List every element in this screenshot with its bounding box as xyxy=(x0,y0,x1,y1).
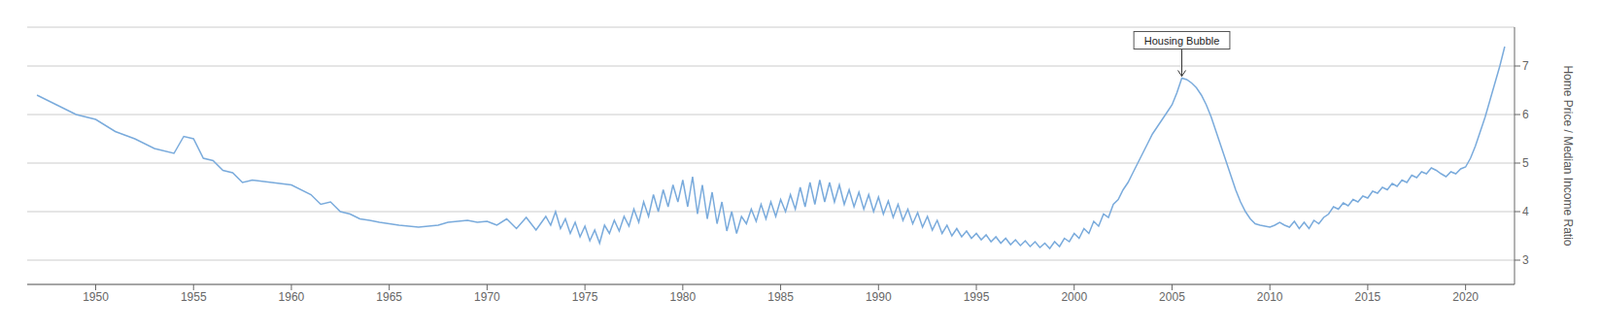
svg-text:1985: 1985 xyxy=(767,290,794,305)
svg-text:Home Price / Median Income Rat: Home Price / Median Income Ratio xyxy=(1561,65,1575,246)
svg-text:1995: 1995 xyxy=(963,290,990,305)
svg-text:2015: 2015 xyxy=(1355,290,1382,305)
svg-text:4: 4 xyxy=(1522,204,1530,219)
svg-text:5: 5 xyxy=(1522,156,1530,171)
svg-text:3: 3 xyxy=(1522,253,1530,268)
svg-text:7: 7 xyxy=(1522,59,1530,73)
svg-text:2005: 2005 xyxy=(1158,290,1186,305)
svg-text:1955: 1955 xyxy=(180,290,207,305)
svg-text:1975: 1975 xyxy=(572,290,599,305)
svg-text:1970: 1970 xyxy=(474,290,501,305)
svg-text:1990: 1990 xyxy=(865,290,892,305)
svg-text:1965: 1965 xyxy=(375,290,403,305)
svg-text:2000: 2000 xyxy=(1060,290,1088,305)
svg-text:6: 6 xyxy=(1522,107,1530,122)
svg-text:1950: 1950 xyxy=(82,290,109,305)
svg-text:Housing Bubble: Housing Bubble xyxy=(1144,34,1221,47)
svg-text:1980: 1980 xyxy=(669,290,696,305)
svg-text:2020: 2020 xyxy=(1452,290,1479,305)
svg-text:2010: 2010 xyxy=(1257,290,1284,305)
svg-text:1960: 1960 xyxy=(278,290,306,305)
